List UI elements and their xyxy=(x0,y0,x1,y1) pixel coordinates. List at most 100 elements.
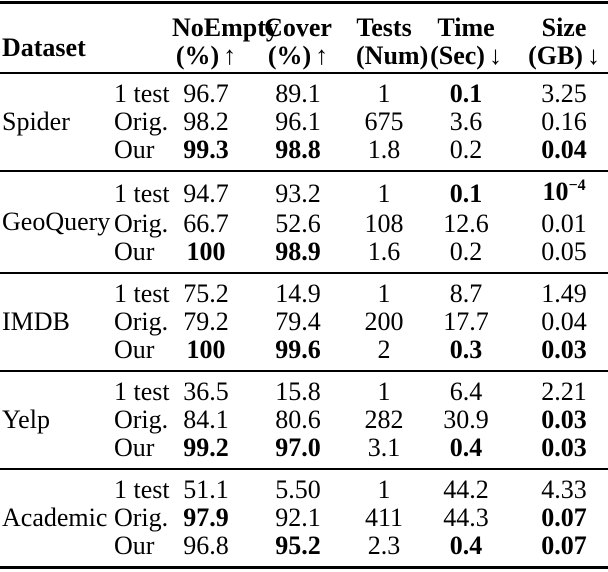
cell-tests: 675 xyxy=(364,106,404,136)
cell-cover: 15.8 xyxy=(275,376,321,406)
cell-cover: 14.9 xyxy=(275,278,321,308)
row-label: 1 test xyxy=(114,178,170,208)
cell-cover: 79.4 xyxy=(275,306,321,336)
row-label: Orig. xyxy=(114,306,169,336)
cell-time: 0.2 xyxy=(449,134,483,164)
row-label: 1 test xyxy=(114,78,170,108)
row-label: Our xyxy=(114,236,155,266)
dataset-label-geoquery: GeoQuery xyxy=(2,206,111,236)
cell-time: 8.7 xyxy=(449,278,483,308)
cell-cover: 89.1 xyxy=(275,78,321,108)
cell-noempty: 36.5 xyxy=(183,376,229,406)
col-header-noempty: NoEmpty (%) ↑ xyxy=(172,3,279,73)
cell-tests: 411 xyxy=(364,502,404,532)
dataset-label-academic: Academic xyxy=(2,502,108,532)
table-row: Orig. 84.1 80.6 282 30.9 0.03 xyxy=(0,404,608,434)
table-row: Orig. 98.2 96.1 675 3.6 0.16 xyxy=(0,106,608,136)
table-row: Yelp 1 test 36.5 15.8 1 6.4 2.21 xyxy=(0,371,608,433)
cell-time: 0.4 xyxy=(449,432,483,462)
col-header-noempty-label: NoEmpty xyxy=(172,12,279,42)
col-header-dataset-label: Dataset xyxy=(2,32,86,62)
dataset-label-yelp: Yelp xyxy=(2,404,50,434)
cell-size: 0.04 xyxy=(541,134,587,164)
cell-noempty: 51.1 xyxy=(183,474,229,504)
col-header-tests-unit: (Num) xyxy=(356,41,428,70)
table-header: Dataset NoEmpty (%) ↑ Cover (%) ↑ Tests (N… xyxy=(0,3,608,73)
cell-noempty: 97.9 xyxy=(183,502,229,532)
col-header-time-unit: (Sec) ↓ xyxy=(412,40,520,70)
dataset-label-imdb: IMDB xyxy=(2,306,70,336)
dataset-group-spider: Spider 1 test 96.7 89.1 1 0.1 3.25 Orig.… xyxy=(0,72,608,171)
cell-time: 44.3 xyxy=(443,502,489,532)
col-header-cover-label: Cover xyxy=(264,12,332,42)
cell-cover: 93.2 xyxy=(275,178,321,208)
table-row: Our 99.3 98.8 1.8 0.2 0.04 xyxy=(0,134,608,171)
cell-noempty: 94.7 xyxy=(183,178,229,208)
cell-cover: 80.6 xyxy=(275,404,321,434)
cell-size: 0.07 xyxy=(541,530,587,560)
cell-cover: 99.6 xyxy=(275,334,321,364)
cell-cover: 98.8 xyxy=(275,134,321,164)
cell-time: 30.9 xyxy=(443,404,489,434)
cell-noempty: 84.1 xyxy=(183,404,229,434)
cell-size: 0.04 xyxy=(541,306,587,336)
table-row: Our 96.8 95.2 2.3 0.4 0.07 xyxy=(0,530,608,568)
cell-noempty: 100 xyxy=(186,334,226,364)
cell-tests: 1 xyxy=(377,474,391,504)
cell-time: 0.2 xyxy=(449,236,483,266)
dataset-group-academic: Academic 1 test 51.1 5.50 1 44.2 4.33 Or… xyxy=(0,468,608,568)
header-row: Dataset NoEmpty (%) ↑ Cover (%) ↑ Tests (N… xyxy=(0,3,608,73)
cell-tests: 3.1 xyxy=(367,432,401,462)
col-header-size-unit: (GB) ↓ xyxy=(520,40,608,70)
table-row: Spider 1 test 96.7 89.1 1 0.1 3.25 xyxy=(0,73,608,135)
cell-noempty: 79.2 xyxy=(183,306,229,336)
row-label: Orig. xyxy=(114,502,169,532)
table-row: Orig. 97.9 92.1 411 44.3 0.07 xyxy=(0,502,608,532)
cell-time: 3.6 xyxy=(449,106,483,136)
cell-tests: 1 xyxy=(377,78,391,108)
cell-noempty: 99.2 xyxy=(183,432,229,462)
cell-size: 0.01 xyxy=(541,208,587,238)
row-label: Orig. xyxy=(114,208,169,238)
unit-label: (Num) xyxy=(356,40,429,70)
row-label: Our xyxy=(114,334,155,364)
cell-size: 0.07 xyxy=(541,502,587,532)
cell-size: 10−4 xyxy=(520,171,608,210)
unit-label: (GB) xyxy=(528,40,583,70)
row-label: Orig. xyxy=(114,404,169,434)
table-row: GeoQuery 1 test 94.7 93.2 1 0.1 10−4 xyxy=(0,171,608,236)
up-arrow-icon: ↑ xyxy=(315,40,329,70)
cell-cover: 95.2 xyxy=(275,530,321,560)
dataset-label-spider: Spider xyxy=(2,106,70,136)
cell-size: 0.16 xyxy=(541,106,587,136)
table-row: Our 100 98.9 1.6 0.2 0.05 xyxy=(0,236,608,273)
cell-cover: 97.0 xyxy=(275,432,321,462)
cell-size: 1.49 xyxy=(541,278,587,308)
col-header-cover-unit: (%) ↑ xyxy=(240,40,356,70)
cell-tests: 108 xyxy=(364,208,404,238)
cell-time: 12.6 xyxy=(443,208,489,238)
cell-tests: 1.6 xyxy=(367,236,401,266)
table-row: IMDB 1 test 75.2 14.9 1 8.7 1.49 xyxy=(0,273,608,335)
col-header-cover: Cover (%) ↑ xyxy=(240,3,356,73)
cell-tests: 1 xyxy=(377,278,391,308)
cell-time: 44.2 xyxy=(443,474,489,504)
up-arrow-icon: ↑ xyxy=(223,40,237,70)
cell-noempty: 96.8 xyxy=(183,530,229,560)
cell-cover: 92.1 xyxy=(275,502,321,532)
size-exponent: −4 xyxy=(568,176,586,194)
col-header-noempty-unit: (%) ↑ xyxy=(172,40,240,70)
cell-time: 17.7 xyxy=(443,306,489,336)
cell-noempty: 96.7 xyxy=(183,78,229,108)
cell-cover: 52.6 xyxy=(275,208,321,238)
unit-label: (%) xyxy=(267,40,312,70)
down-arrow-icon: ↓ xyxy=(488,40,502,70)
row-label: Our xyxy=(114,134,155,164)
cell-tests: 1 xyxy=(377,178,391,208)
cell-cover: 96.1 xyxy=(275,106,321,136)
cell-noempty: 75.2 xyxy=(183,278,229,308)
cell-tests: 1.8 xyxy=(367,134,401,164)
cell-size: 2.21 xyxy=(541,376,587,406)
